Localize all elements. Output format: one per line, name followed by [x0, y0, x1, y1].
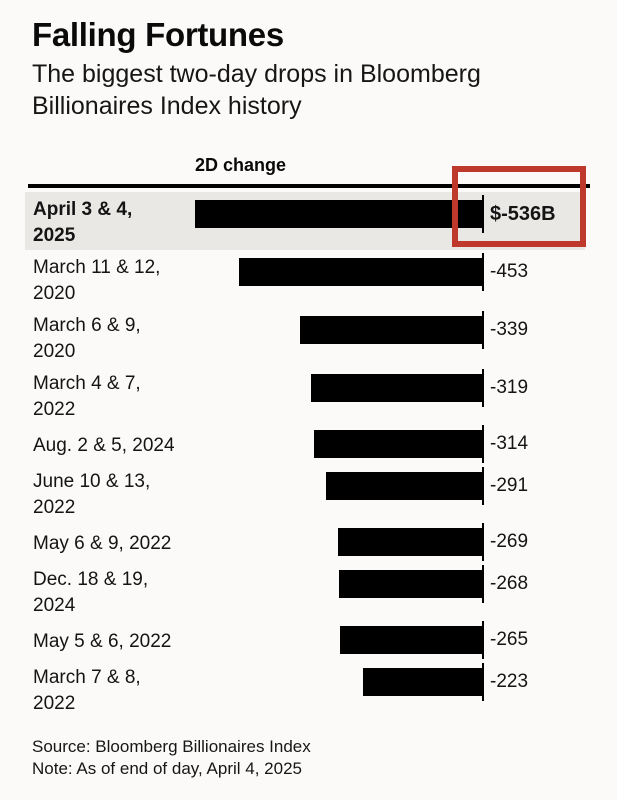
axis-baseline-tick	[482, 467, 484, 505]
bar	[311, 374, 482, 402]
annotation-red-box	[452, 166, 586, 247]
row-value: -339	[490, 319, 529, 340]
axis-baseline-tick	[482, 663, 484, 701]
row-label: March 6 & 9, 2020	[33, 314, 141, 362]
chart-subtitle-line1: The biggest two-day drops in Bloomberg	[32, 60, 481, 88]
bar	[239, 258, 482, 286]
source-line: Source: Bloomberg Billionaires Index	[32, 737, 311, 756]
row-value: -314	[490, 433, 529, 454]
axis-baseline-tick	[482, 621, 484, 659]
row-label: Dec. 18 & 19, 2024	[33, 568, 149, 616]
row-label: May 6 & 9, 2022	[33, 532, 172, 554]
bar	[300, 316, 482, 344]
bar-area	[195, 424, 484, 464]
axis-baseline-tick	[482, 523, 484, 561]
chart-row: May 6 & 9, 2022 -269	[25, 522, 585, 562]
row-label: May 5 & 6, 2022	[33, 630, 172, 652]
bar-area	[195, 366, 484, 424]
bar	[362, 668, 482, 696]
axis-baseline-tick	[482, 565, 484, 603]
chart-row: March 4 & 7, 2022 -319	[25, 366, 585, 424]
chart-row: March 7 & 8, 2022 -223	[25, 660, 585, 718]
bar-chart-rows: April 3 & 4, 2025 $-536B March 11 & 12, 2020…	[25, 192, 585, 718]
bar	[326, 472, 482, 500]
axis-baseline-tick	[482, 311, 484, 349]
bar	[195, 200, 482, 228]
row-label: March 4 & 7, 2022	[33, 372, 141, 420]
chart-row: March 6 & 9, 2020 -339	[25, 308, 585, 366]
row-value: -223	[490, 671, 529, 692]
chart-row: June 10 & 13, 2022 -291	[25, 464, 585, 522]
axis-baseline-tick	[482, 195, 484, 233]
row-value: -291	[490, 475, 529, 496]
bar-area	[195, 464, 484, 522]
note-line: Note: As of end of day, April 4, 2025	[32, 759, 302, 778]
bar-area	[195, 308, 484, 366]
bar	[340, 626, 482, 654]
row-label: April 3 & 4, 2025	[33, 198, 133, 246]
bar	[313, 430, 482, 458]
row-value: -269	[490, 531, 529, 552]
axis-baseline-tick	[482, 253, 484, 291]
bar-area	[195, 250, 484, 308]
row-value: -265	[490, 629, 529, 650]
bar	[337, 528, 482, 556]
row-value: -268	[490, 573, 529, 594]
bar-area	[195, 522, 484, 562]
chart-row: April 3 & 4, 2025 $-536B	[25, 192, 585, 250]
bar-area	[195, 562, 484, 620]
bar-area	[195, 660, 484, 718]
chart-row: May 5 & 6, 2022 -265	[25, 620, 585, 660]
bar-area	[195, 192, 484, 250]
row-value: -319	[490, 377, 529, 398]
chart-row: Dec. 18 & 19, 2024 -268	[25, 562, 585, 620]
column-header-2d-change: 2D change	[195, 155, 287, 175]
row-value: $-536B	[490, 203, 556, 225]
row-label: March 7 & 8, 2022	[33, 666, 141, 714]
bar	[338, 570, 482, 598]
row-label: March 11 & 12, 2020	[33, 256, 161, 304]
bar-area	[195, 620, 484, 660]
chart-row: March 11 & 12, 2020 -453	[25, 250, 585, 308]
chart-subtitle-line2: Billionaires Index history	[32, 92, 302, 120]
axis-baseline-tick	[482, 425, 484, 463]
chart-row: Aug. 2 & 5, 2024 -314	[25, 424, 585, 464]
chart-title: Falling Fortunes	[32, 16, 284, 53]
axis-baseline-tick	[482, 369, 484, 407]
chart-subtitle: The biggest two-day drops in Bloomberg B…	[32, 58, 481, 122]
row-value: -453	[490, 261, 529, 282]
footnotes: Source: Bloomberg Billionaires Index Not…	[32, 736, 311, 780]
row-label: June 10 & 13, 2022	[33, 470, 151, 518]
header-rule	[28, 184, 590, 188]
row-label: Aug. 2 & 5, 2024	[33, 434, 175, 456]
